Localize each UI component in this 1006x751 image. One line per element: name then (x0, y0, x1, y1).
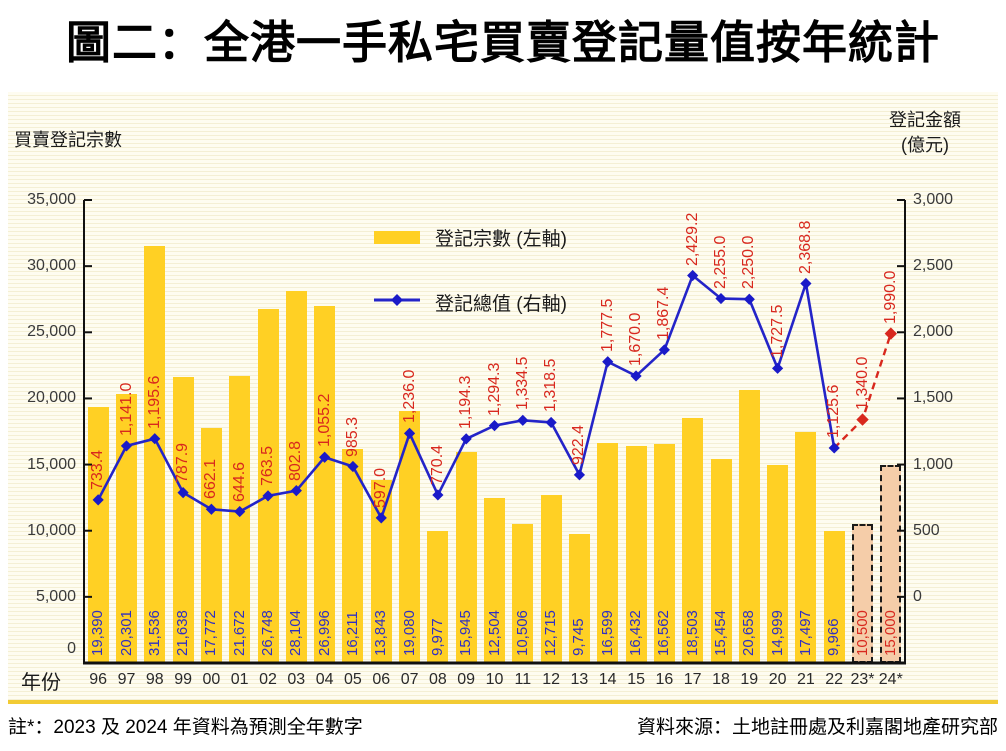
x-axis-title: 年份 (21, 672, 61, 694)
legend: 登記宗數 (左軸) 登記總值 (右軸) (374, 224, 567, 316)
bar-series-swatch-icon (374, 231, 420, 244)
legend-item-line: 登記總值 (右軸) (374, 289, 567, 316)
line-series-swatch-icon (374, 293, 420, 312)
right-axis-title-line2: (億元) (901, 135, 949, 155)
chart-title: 圖二：全港一手私宅買賣登記量值按年統計 (65, 17, 940, 68)
chart-panel (8, 92, 998, 704)
legend-line-label: 登記總值 (右軸) (435, 294, 567, 315)
footnote-note: 註*：2023 及 2024 年資料為預測全年數字 (8, 717, 363, 738)
footnotes: 註*：2023 及 2024 年資料為預測全年數字 資料來源：土地註冊處及利嘉閣… (8, 712, 998, 739)
right-axis-title: 登記金額 (億元) (872, 108, 978, 158)
legend-bars-label: 登記宗數 (左軸) (435, 229, 567, 250)
right-axis-title-line1: 登記金額 (889, 110, 961, 130)
legend-item-bars: 登記宗數 (左軸) (374, 224, 567, 251)
footnote-source: 資料來源：土地註冊處及利嘉閣地產研究部 (636, 717, 998, 738)
left-axis-title: 買賣登記宗數 (14, 130, 122, 150)
